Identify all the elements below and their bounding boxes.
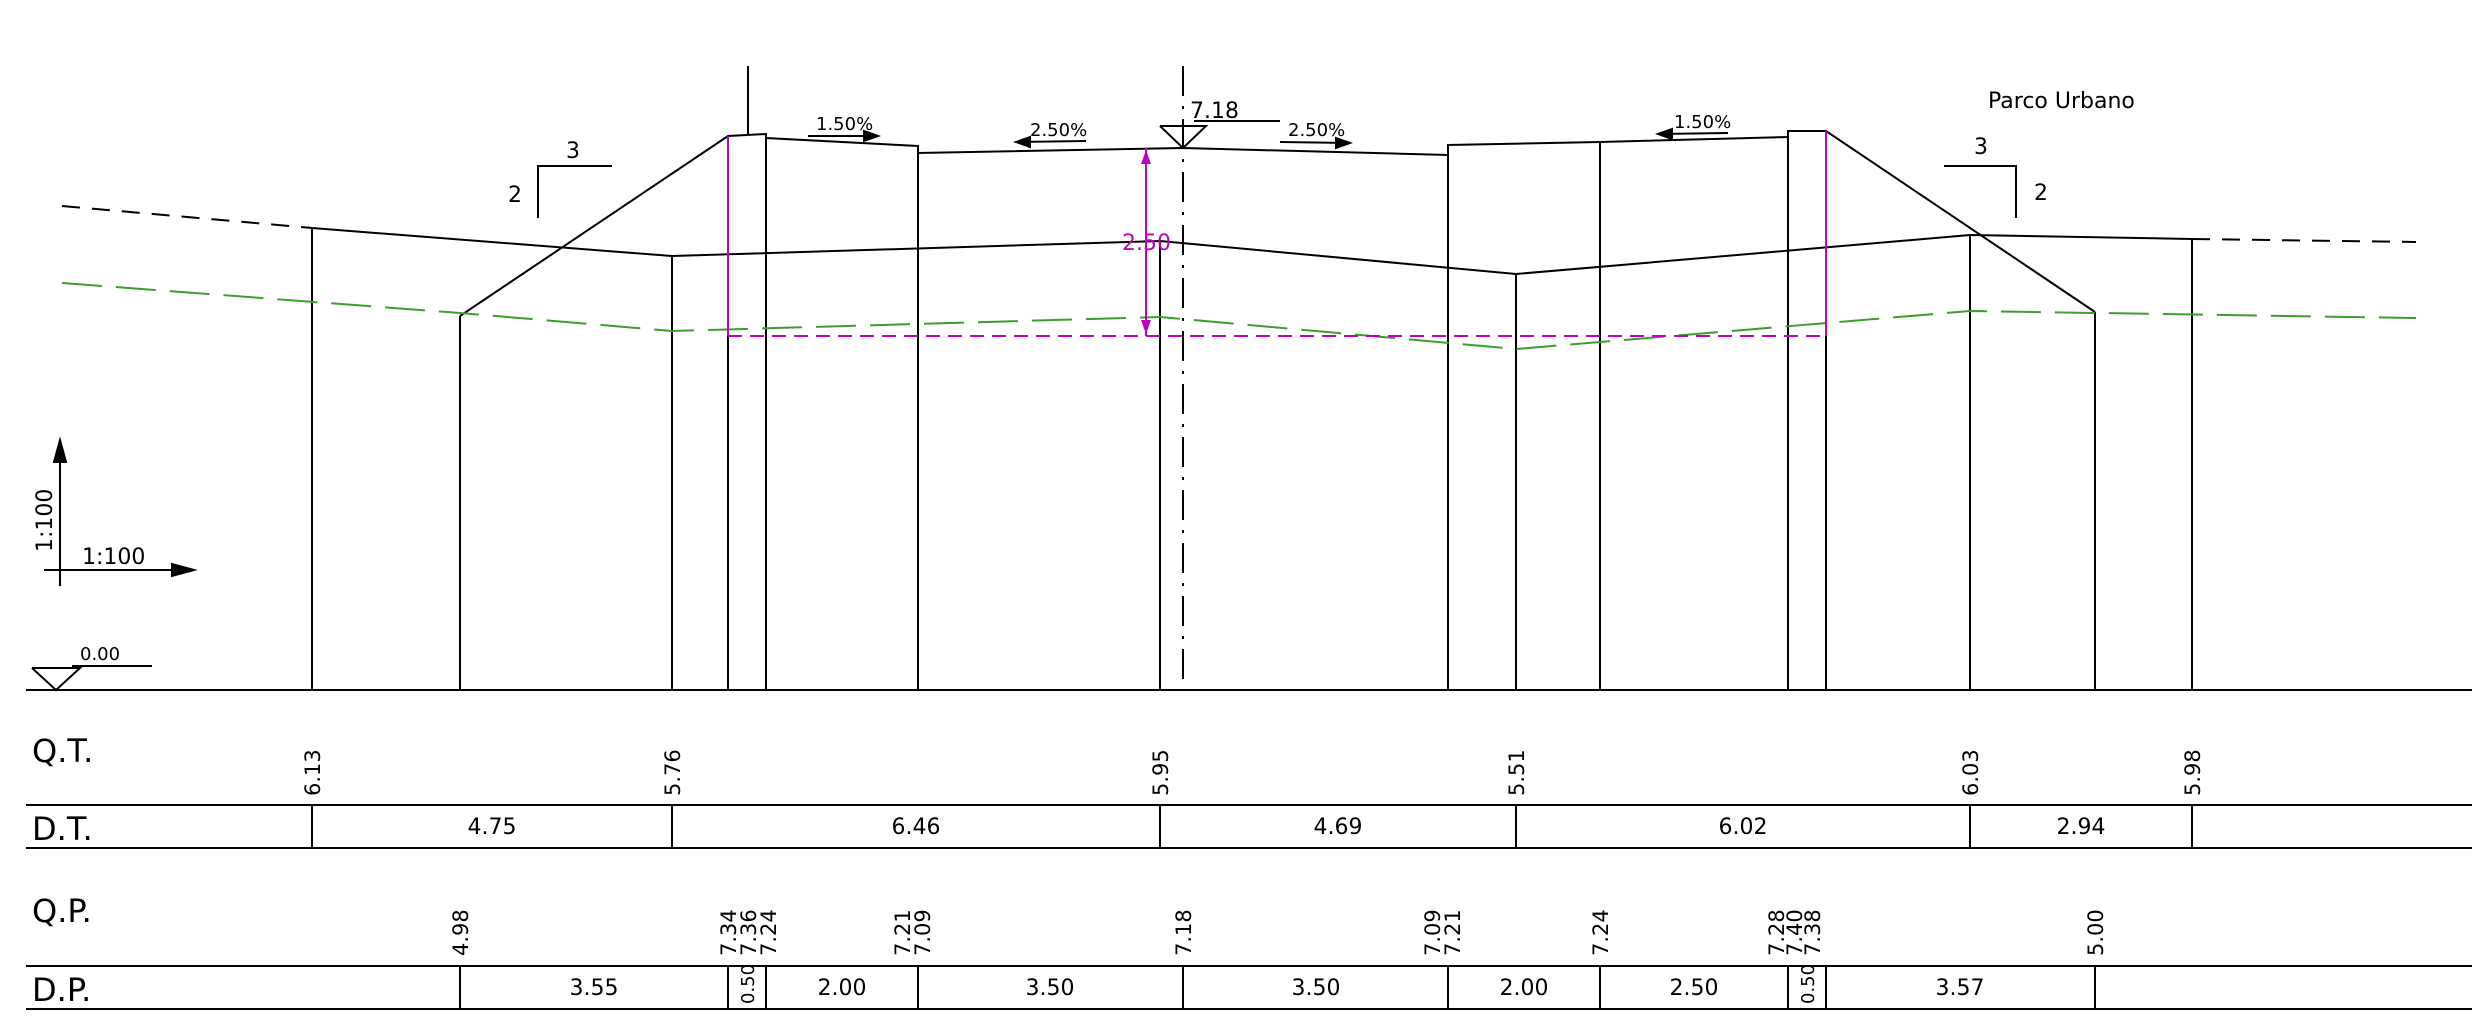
dp-value: 3.57 (1936, 976, 1985, 1001)
slope-left-inner-label: 2.50% (1030, 120, 1087, 141)
datum-marker (31, 665, 152, 692)
row-label-qt: Q.T. (32, 732, 93, 770)
dp-value: 3.50 (1292, 976, 1341, 1001)
slope-arrow-left-inner (1013, 135, 1087, 149)
qp-value: 7.21 (1441, 909, 1465, 956)
qp-value: 7.38 (1801, 909, 1825, 956)
project-road-profile (459, 130, 2096, 317)
qp-value: 7.21 (891, 909, 915, 956)
slope-arrow-right-outer (1655, 127, 1729, 141)
slope-marker-left (537, 165, 612, 218)
dp-value: 0.50 (738, 964, 759, 1004)
slope-right-outer-label: 1.50% (1674, 112, 1731, 133)
qp-value: 7.24 (1589, 909, 1613, 956)
qp-value: 7.09 (911, 909, 935, 956)
slope-right-inner-label: 2.50% (1288, 120, 1345, 141)
qt-value: 5.98 (2181, 749, 2205, 796)
embankment-right-vertical: 2 (2034, 181, 2048, 206)
dt-value: 2.94 (2057, 815, 2106, 840)
slope-arrow-right-inner (1279, 136, 1353, 150)
slope-arrow-left-outer (808, 129, 881, 143)
depth-dimension (727, 131, 1827, 337)
slope-left-outer-label: 1.50% (816, 114, 873, 135)
ground-extension-right (2191, 238, 2417, 243)
embankment-left-vertical: 2 (508, 183, 522, 208)
dt-value: 4.69 (1314, 815, 1363, 840)
qp-value: 7.36 (737, 909, 761, 956)
qt-value: 6.03 (1959, 749, 1983, 796)
scale-horizontal-label: 1:100 (82, 545, 145, 570)
qp-value: 5.00 (2084, 909, 2108, 956)
dp-value: 2.00 (1500, 976, 1549, 1001)
dp-value: 0.50 (1798, 964, 1819, 1004)
depth-label: 2.50 (1122, 231, 1171, 256)
scale-indicator (44, 436, 198, 586)
embankment-left-horizontal: 3 (566, 139, 580, 164)
dp-value: 2.50 (1670, 976, 1719, 1001)
qt-value: 5.95 (1149, 749, 1173, 796)
park-label: Parco Urbano (1988, 89, 2135, 114)
qt-value: 5.51 (1505, 749, 1529, 796)
embankment-right-horizontal: 3 (1974, 135, 1988, 160)
qt-value: 6.13 (301, 749, 325, 796)
qt-value: 5.76 (661, 749, 685, 796)
axis-elevation-marker (1159, 120, 1280, 150)
datum-label: 0.00 (80, 644, 120, 665)
axis-elevation-label: 7.18 (1190, 99, 1239, 124)
dp-value: 2.00 (818, 976, 867, 1001)
row-label-dt: D.T. (32, 810, 93, 848)
qp-value: 4.98 (449, 909, 473, 956)
existing-ground-line (311, 227, 2193, 276)
scale-vertical-label: 1:100 (33, 489, 58, 552)
qp-value: 7.09 (1421, 909, 1445, 956)
groundwater-line (61, 282, 2417, 351)
ground-extension-left (61, 205, 313, 229)
dt-value: 6.02 (1719, 815, 1768, 840)
dt-value: 4.75 (468, 815, 517, 840)
qp-value: 7.40 (1783, 909, 1807, 956)
dt-value: 6.46 (892, 815, 941, 840)
dp-value: 3.55 (570, 976, 619, 1001)
qp-value: 7.24 (757, 909, 781, 956)
row-label-dp: D.P. (32, 971, 91, 1009)
slope-marker-right (1944, 165, 2017, 218)
row-label-qp: Q.P. (32, 892, 92, 930)
qp-value: 7.28 (1765, 909, 1789, 956)
qp-value: 7.18 (1172, 909, 1196, 956)
dp-value: 3.50 (1026, 976, 1075, 1001)
qp-value: 7.34 (717, 909, 741, 956)
